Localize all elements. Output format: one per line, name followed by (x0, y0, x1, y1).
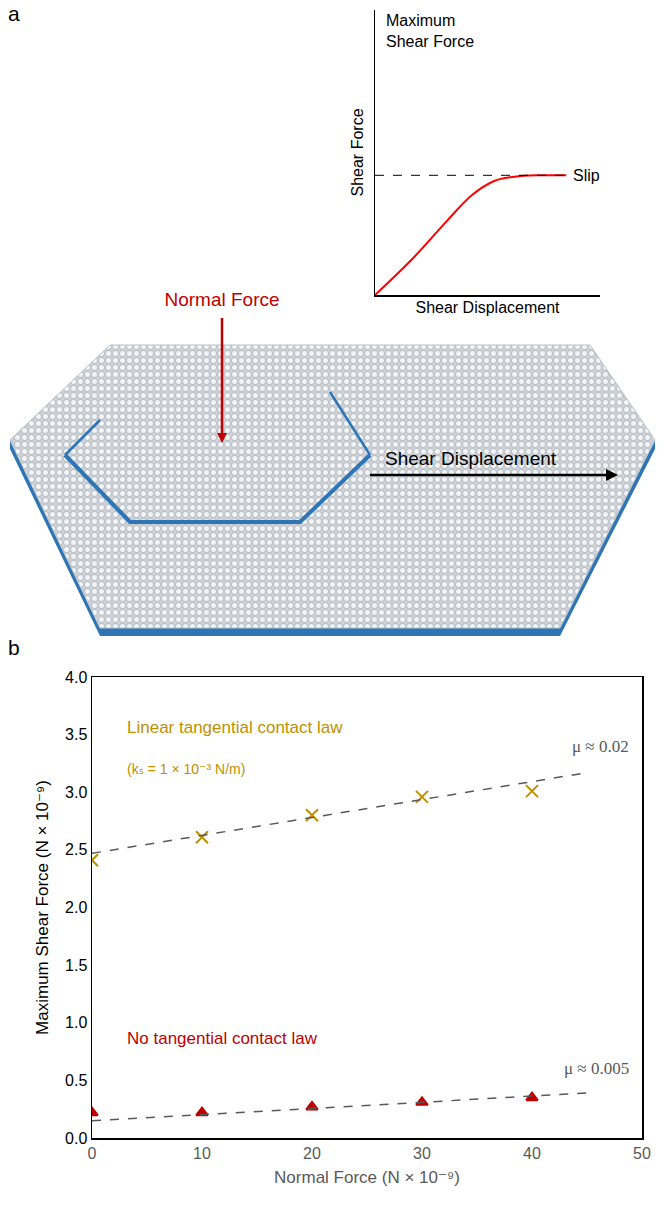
svg-text:3.5: 3.5 (65, 726, 87, 743)
svg-text:μ ≈ 0.005: μ ≈ 0.005 (564, 1059, 629, 1078)
svg-text:Shear Displacement: Shear Displacement (385, 448, 557, 469)
svg-text:2.0: 2.0 (65, 899, 87, 916)
svg-text:Normal Force (N × 10⁻⁹): Normal Force (N × 10⁻⁹) (274, 1168, 460, 1187)
svg-text:μ ≈ 0.02: μ ≈ 0.02 (572, 737, 629, 756)
svg-text:10: 10 (193, 1145, 211, 1162)
svg-text:Normal Force: Normal Force (164, 289, 279, 310)
svg-text:No tangential contact law: No tangential contact law (127, 1029, 318, 1048)
svg-text:3.0: 3.0 (65, 784, 87, 801)
svg-text:0.0: 0.0 (65, 1130, 87, 1147)
svg-text:(kₛ = 1 × 10⁻³ N/m): (kₛ = 1 × 10⁻³ N/m) (127, 761, 245, 777)
svg-text:Slip: Slip (573, 167, 600, 184)
html-text:b: b (8, 636, 20, 659)
svg-text:30: 30 (413, 1145, 431, 1162)
svg-text:40: 40 (523, 1145, 541, 1162)
svg-text:0.5: 0.5 (65, 1072, 87, 1089)
html-text:a: a (8, 2, 20, 25)
svg-text:Linear tangential contact law: Linear tangential contact law (127, 718, 343, 737)
svg-text:1.5: 1.5 (65, 957, 87, 974)
svg-text:2.5: 2.5 (65, 841, 87, 858)
svg-text:20: 20 (303, 1145, 321, 1162)
svg-text:Shear Force: Shear Force (349, 108, 366, 196)
svg-text:0: 0 (88, 1145, 97, 1162)
svg-text:MaximumShear Force: MaximumShear Force (386, 12, 474, 50)
svg-text:4.0: 4.0 (65, 669, 87, 686)
svg-text:Shear Displacement: Shear Displacement (415, 299, 560, 316)
svg-text:Maximum Shear Force (N × 10⁻⁹): Maximum Shear Force (N × 10⁻⁹) (33, 780, 52, 1035)
svg-text:1.0: 1.0 (65, 1014, 87, 1031)
svg-text:50: 50 (633, 1145, 651, 1162)
